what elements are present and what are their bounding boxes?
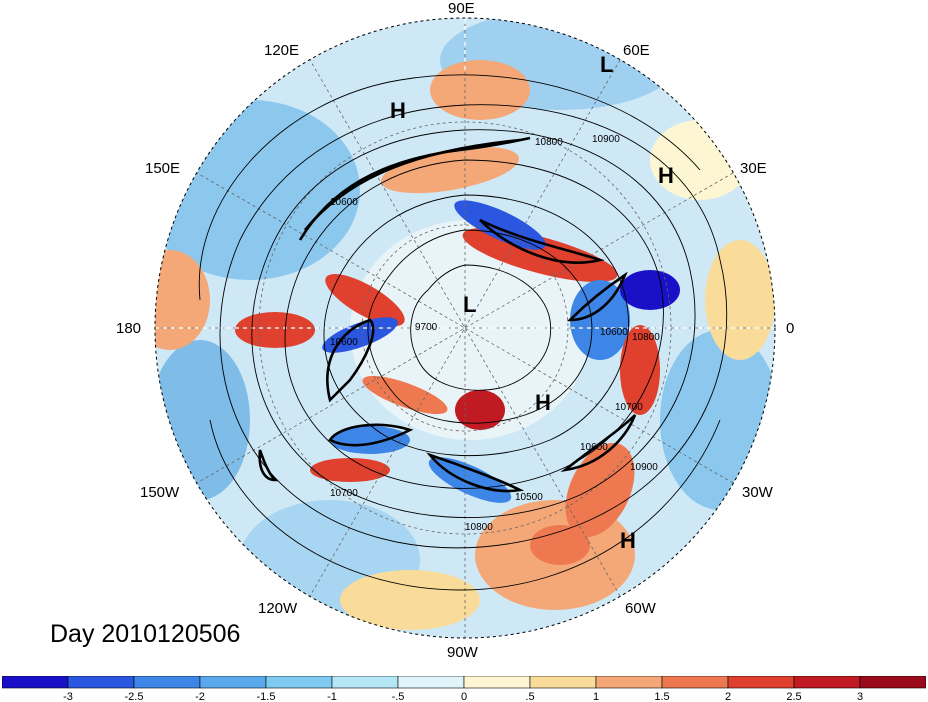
jet-contours <box>258 136 637 493</box>
colorbar-box <box>397 676 465 689</box>
high-pressure-marker: H <box>535 390 551 415</box>
colorbar-box <box>859 676 926 689</box>
contour-label: 10600 <box>580 442 608 453</box>
colorbar: -3 -2.5 -2 -1.5 -1 -.5 0 .5 1 1.5 2 2.5 3 <box>2 676 926 702</box>
contour-label: 10700 <box>615 402 643 413</box>
contour-label: 10800 <box>465 522 493 533</box>
colorbar-box <box>595 676 663 689</box>
pressure-markers: H L H L H H <box>390 52 674 553</box>
lon-label-120w: 120W <box>258 600 298 617</box>
contour-label: 10500 <box>515 492 543 503</box>
colorbar-tick-label: -.5 <box>392 691 405 702</box>
lon-label-150e: 150E <box>145 160 180 177</box>
map-title: Day 2010120506 <box>50 620 241 648</box>
contour-label: 10800 <box>535 137 563 148</box>
lon-label-90e: 90E <box>448 0 475 17</box>
colorbar-box <box>661 676 729 689</box>
colorbar-box <box>133 676 201 689</box>
contour-labels: 10800 10900 10600 9700 10600 10600 10800… <box>330 134 660 533</box>
contour-label: 10900 <box>630 462 658 473</box>
lon-label-60w: 60W <box>625 600 657 617</box>
colorbar-box <box>2 676 69 689</box>
polar-map: 10800 10900 10600 9700 10600 10600 10800… <box>116 0 794 661</box>
colorbar-box <box>463 676 531 689</box>
high-pressure-marker: H <box>620 528 636 553</box>
contour-label: 10600 <box>330 337 358 348</box>
contour-label: 10800 <box>632 332 660 343</box>
colorbar-tick-label: -2.5 <box>125 691 144 702</box>
colorbar-box <box>793 676 861 689</box>
contour-label: 9700 <box>415 322 438 333</box>
colorbar-tick-label: 1.5 <box>654 691 669 702</box>
colorbar-tick-label: .5 <box>525 691 534 702</box>
contour-label: 10700 <box>330 488 358 499</box>
colorbar-tick-label: -1 <box>327 691 337 702</box>
high-pressure-marker: H <box>658 163 674 188</box>
colorbar-box <box>331 676 399 689</box>
lon-label-30e: 30E <box>740 160 767 177</box>
contour-label: 10600 <box>330 197 358 208</box>
lon-label-150w: 150W <box>140 484 180 501</box>
colorbar-tick-label: -2 <box>195 691 205 702</box>
colorbar-tick-label: 2.5 <box>786 691 801 702</box>
lon-label-120e: 120E <box>264 42 299 59</box>
lon-label-60e: 60E <box>623 42 650 59</box>
colorbar-tick-label: 2 <box>725 691 731 702</box>
contour-label: 10900 <box>592 134 620 145</box>
colorbar-box <box>727 676 795 689</box>
colorbar-tick-label: 1 <box>593 691 599 702</box>
high-pressure-marker: H <box>390 98 406 123</box>
lon-label-30w: 30W <box>742 484 774 501</box>
colorbar-box <box>529 676 597 689</box>
lon-label-0: 0 <box>786 320 794 337</box>
colorbar-box <box>199 676 267 689</box>
colorbar-tick-label: -3 <box>63 691 73 702</box>
colorbar-box <box>67 676 135 689</box>
contour-label: 10600 <box>600 327 628 338</box>
longitude-labels: 90E 60E 30E 0 30W 60W 90W 120W 150W 180 … <box>116 0 794 661</box>
colorbar-tick-label: 3 <box>857 691 863 702</box>
colorbar-box <box>265 676 333 689</box>
colorbar-tick-label: 0 <box>461 691 467 702</box>
height-contours <box>198 74 728 591</box>
low-pressure-marker: L <box>600 52 613 77</box>
lon-label-180: 180 <box>116 320 141 337</box>
lon-label-90w: 90W <box>447 644 479 661</box>
colorbar-tick-label: -1.5 <box>257 691 276 702</box>
low-pressure-marker: L <box>463 292 476 317</box>
